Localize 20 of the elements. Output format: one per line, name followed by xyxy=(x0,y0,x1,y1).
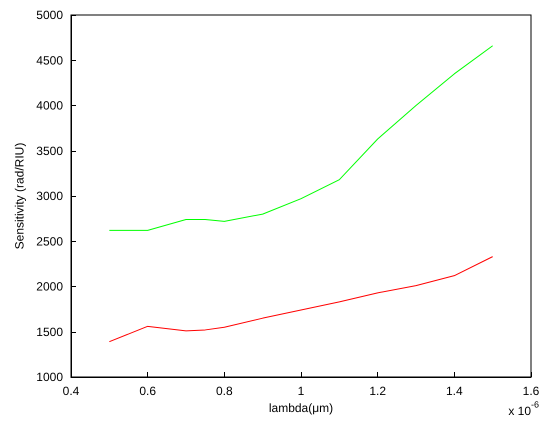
x-tick-label: 1.6 xyxy=(522,384,540,398)
y-tick-label: 5000 xyxy=(36,8,64,22)
y-tick-label: 4000 xyxy=(36,98,64,112)
x-axis-title: lambda(μm) xyxy=(268,400,334,415)
y-tick-label: 2000 xyxy=(36,280,64,294)
x-tick-label: 1 xyxy=(298,384,305,398)
y-tick-label: 3000 xyxy=(36,189,64,203)
x-tick-label: 0.4 xyxy=(62,384,80,398)
y-tick-label: 3500 xyxy=(36,144,64,158)
line-series xyxy=(108,256,494,342)
y-tick-label: 2500 xyxy=(36,234,64,248)
x-tick-label: 1.2 xyxy=(369,384,386,398)
y-tick-label: 1500 xyxy=(36,324,64,339)
y-tick-label: 1000 xyxy=(36,370,64,384)
y-axis-title: Sensitivity (rad/RIU) xyxy=(12,142,26,250)
x-tick-label: 0.6 xyxy=(139,384,156,398)
y-tick-label: 4500 xyxy=(36,53,64,68)
x-tick-label: 0.8 xyxy=(216,384,233,398)
line-series xyxy=(108,45,494,231)
x-tick-label: 1.4 xyxy=(446,384,463,398)
